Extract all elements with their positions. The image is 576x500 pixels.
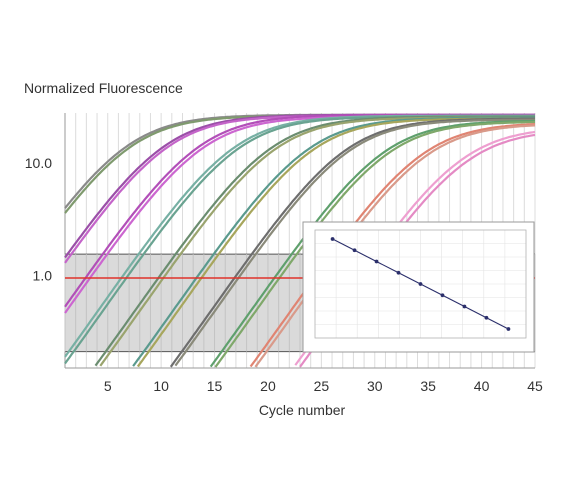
inset-data-point [462,304,467,309]
x-tick-label: 25 [314,378,330,394]
x-tick-label: 10 [153,378,169,394]
inset-data-point [484,315,489,320]
x-tick-label: 30 [367,378,383,394]
y-tick-label: 1.0 [33,267,53,283]
x-tick-label: 15 [207,378,223,394]
x-tick-label: 20 [260,378,276,394]
x-tick-label: 35 [420,378,436,394]
inset-data-point [396,270,401,275]
x-axis-title: Cycle number [258,402,346,418]
amplification-curve [174,118,535,367]
inset-data-point [506,327,511,331]
amplification-curve [209,119,535,368]
y-tick-label: 10.0 [25,155,52,171]
x-tick-label: 40 [474,378,490,394]
inset-data-point [330,237,335,241]
inset-data-point [352,248,357,253]
amplification-curve [214,121,535,368]
inset-data-point [374,259,379,264]
inset-data-point [440,293,445,298]
y-axis-title: Normalized Fluorescence [24,80,183,96]
inset-data-point [418,282,423,286]
x-tick-label: 45 [527,378,543,394]
amplification-curve [254,124,536,368]
amplification-curve [249,123,536,368]
x-tick-label: 5 [104,378,112,394]
inset-plot-frame [314,229,527,339]
